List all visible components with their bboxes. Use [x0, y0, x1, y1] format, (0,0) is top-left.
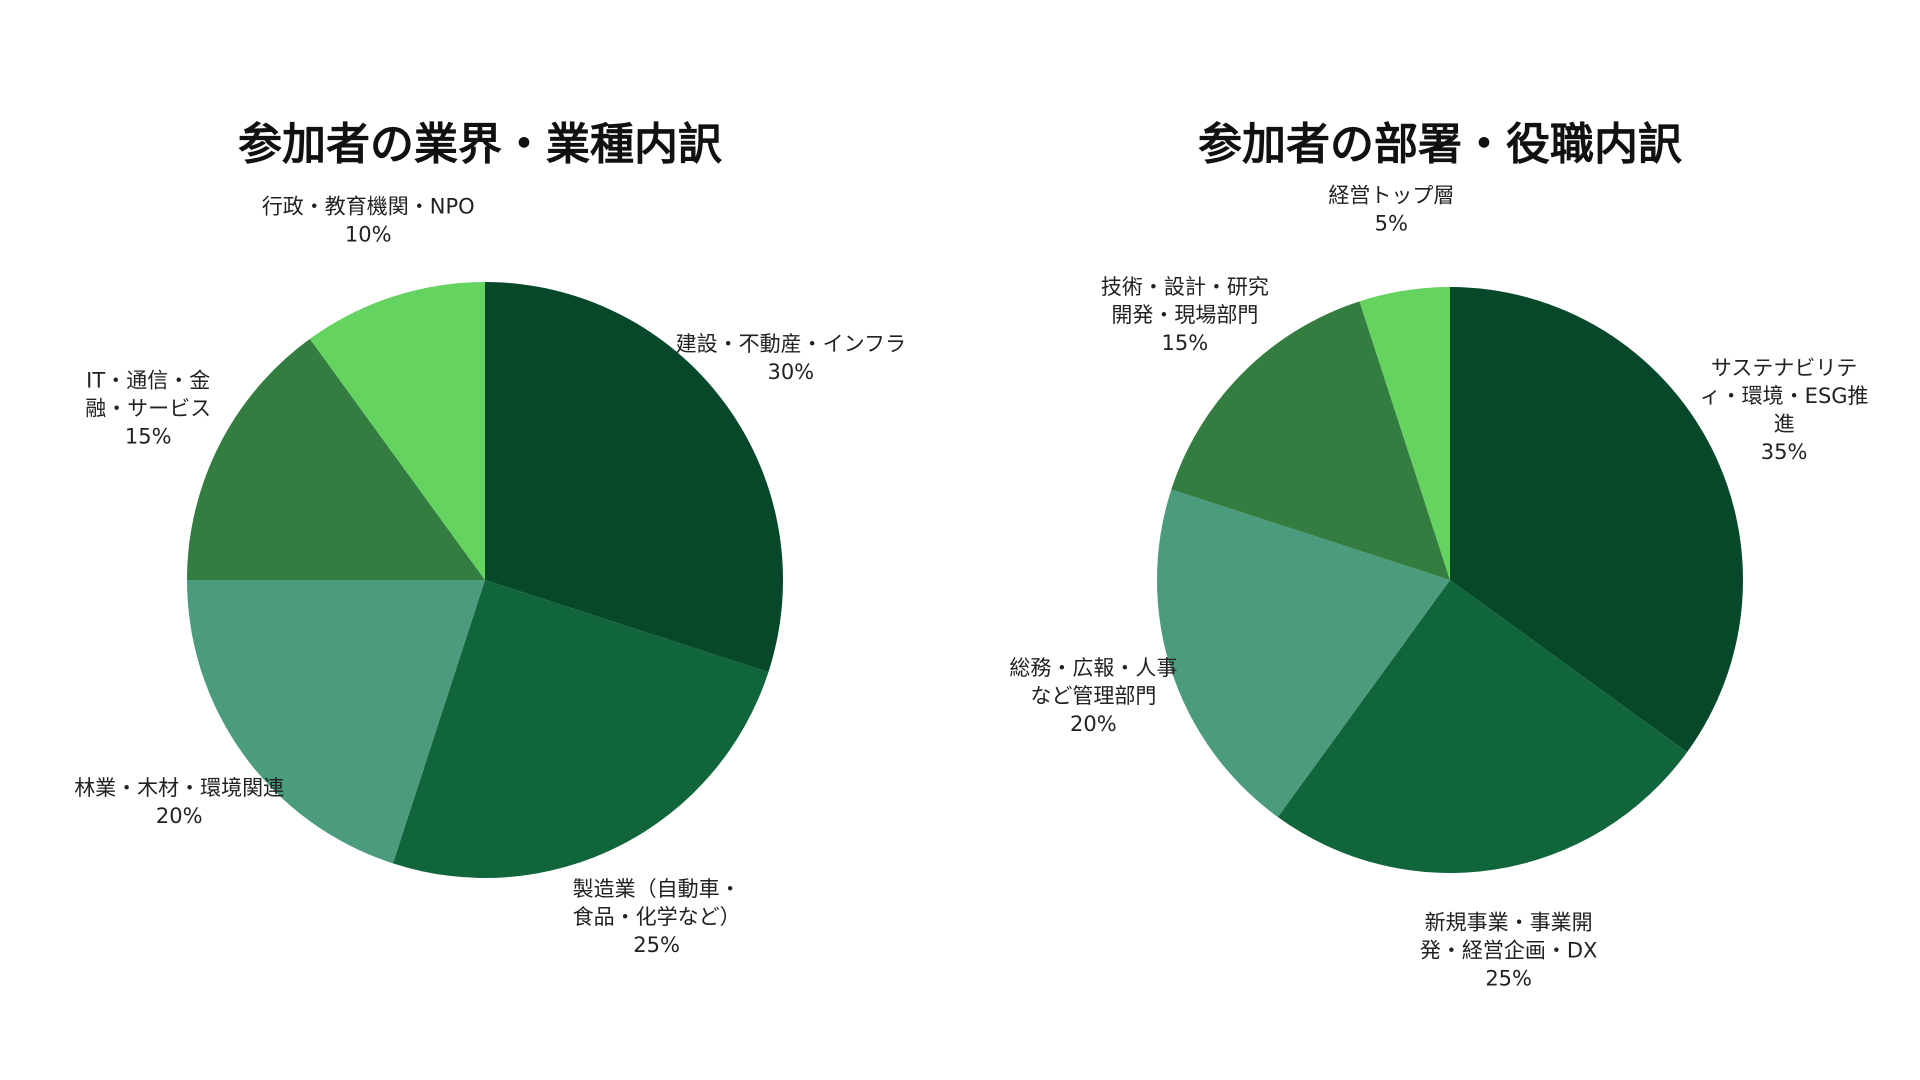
industry-slice-name-1-1: 食品・化学など） [573, 905, 741, 929]
department-slice-3 [1171, 301, 1450, 580]
department-slice-1 [1277, 580, 1688, 873]
department-slice-percent-2: 20% [1070, 712, 1117, 736]
industry-slice-label-3: IT・通信・金融・サービス 15% [85, 368, 211, 448]
department-slice-label-4: 経営トップ層 5% [1328, 184, 1454, 236]
industry-slice-1 [392, 580, 769, 878]
industry-slice-name-2-0: 林業・木材・環境関連 [74, 776, 284, 800]
department-slice-percent-4: 5% [1375, 212, 1408, 236]
department-slice-label-0: サステナビリティ・環境・ESG推進 35% [1700, 356, 1869, 464]
industry-slice-name-1-0: 製造業（自動車・ [573, 877, 741, 901]
industry-slice-label-0: 建設・不動産・インフラ 30% [676, 332, 906, 384]
department-slice-name-2-0: 総務・広報・人事 [1009, 656, 1177, 680]
industry-slice-0 [485, 282, 783, 673]
industry-slice-label-1: 製造業（自動車・食品・化学など） 25% [573, 877, 741, 957]
department-slice-percent-3: 15% [1161, 331, 1208, 355]
department-slice-name-0-2: 進 [1774, 412, 1795, 436]
industry-chart-title: 参加者の業界・業種内訳 [238, 119, 722, 170]
department-slice-label-3: 技術・設計・研究開発・現場部門 15% [1101, 275, 1269, 355]
department-slice-name-0-1: ィ・環境・ESG推 [1700, 384, 1869, 408]
department-slice-0 [1450, 287, 1743, 753]
industry-slice-percent-1: 25% [633, 933, 680, 957]
industry-slice-name-3-1: 融・サービス [85, 396, 211, 420]
department-slice-percent-1: 25% [1485, 966, 1532, 990]
industry-slice-percent-3: 15% [125, 424, 172, 448]
industry-slice-2 [187, 580, 485, 864]
department-slice-name-1-1: 発・経営企画・DX [1420, 938, 1598, 962]
industry-slice-percent-4: 10% [345, 223, 392, 247]
department-slice-label-1: 新規事業・事業開発・経営企画・DX 25% [1420, 910, 1598, 990]
industry-slice-3 [187, 338, 485, 580]
department-slice-percent-0: 35% [1761, 440, 1808, 464]
department-slice-name-0-0: サステナビリテ [1711, 356, 1858, 380]
department-slice-4 [1359, 287, 1450, 580]
industry-slice-name-0-0: 建設・不動産・インフラ [676, 332, 906, 356]
industry-slice-name-4-0: 行政・教育機関・NPO [262, 195, 475, 219]
industry-slice-percent-2: 20% [156, 804, 203, 828]
industry-slice-name-3-0: IT・通信・金 [86, 368, 210, 392]
industry-slice-percent-0: 30% [767, 360, 814, 384]
industry-slice-label-2: 林業・木材・環境関連 20% [74, 776, 284, 828]
department-slice-name-4-0: 経営トップ層 [1328, 184, 1454, 208]
industry-slice-label-4: 行政・教育機関・NPO 10% [262, 195, 475, 247]
department-slice-name-3-0: 技術・設計・研究 [1101, 275, 1269, 299]
department-slice-name-3-1: 開発・現場部門 [1111, 303, 1258, 327]
department-slice-2 [1157, 489, 1450, 818]
department-chart-title: 参加者の部署・役職内訳 [1198, 119, 1682, 170]
industry-pie-svg: 建設・不動産・インフラ 30% 製造業（自動車・食品・化学など） 25% 林業・木材・環… [74, 195, 906, 957]
department-slice-name-2-1: など管理部門 [1030, 684, 1156, 708]
industry-slice-4 [309, 282, 485, 580]
department-pie-chart: 参加者の部署・役職内訳 サステナビリティ・環境・ESG推進 35% 新規事業・事業開… [960, 0, 1920, 1080]
department-slice-label-2: 総務・広報・人事など管理部門 20% [1009, 656, 1177, 736]
department-slice-name-1-0: 新規事業・事業開 [1425, 910, 1593, 934]
department-pie-svg: サステナビリティ・環境・ESG推進 35% 新規事業・事業開発・経営企画・DX 25%… [1009, 184, 1869, 991]
industry-pie-chart: 参加者の業界・業種内訳 建設・不動産・インフラ 30% 製造業（自動車・食品・化学な… [74, 119, 906, 957]
